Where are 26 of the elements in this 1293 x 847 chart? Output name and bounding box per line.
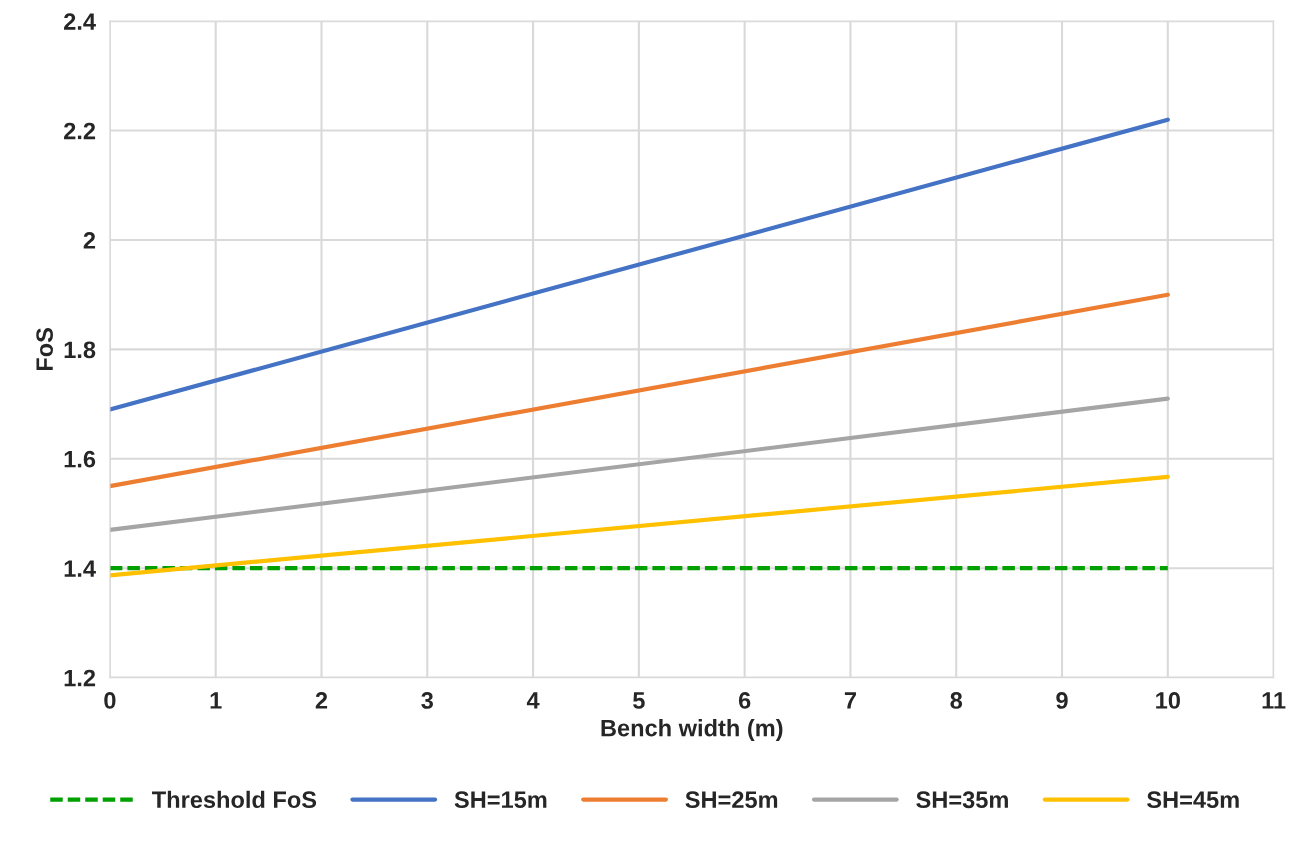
- y-tick-label: 1.4: [64, 560, 96, 577]
- x-tick-label: 10: [1156, 692, 1180, 709]
- x-tick-label: 2: [315, 692, 328, 709]
- y-tick-label: 2: [83, 232, 96, 249]
- x-tick-label: 1: [210, 692, 222, 709]
- y-tick-label: 1.2: [64, 669, 96, 687]
- legend-label: SH=45m: [1147, 791, 1239, 809]
- x-tick-label: 0: [104, 692, 116, 709]
- x-axis-title: Bench width (m): [601, 719, 783, 742]
- y-tick-label: 2.2: [64, 122, 96, 140]
- legend-label: SH=35m: [916, 791, 1008, 809]
- y-tick-label: 1.8: [64, 341, 96, 359]
- y-tick-label: 2.4: [64, 13, 96, 30]
- x-tick-label: 11: [1262, 692, 1286, 709]
- legend-label: SH=15m: [454, 791, 547, 809]
- x-tick-label: 9: [1056, 692, 1068, 709]
- x-tick-label: 6: [738, 692, 751, 709]
- x-tick-label: 3: [421, 692, 433, 709]
- x-tick-label: 4: [526, 692, 540, 709]
- x-tick-label: 8: [950, 692, 963, 709]
- x-tick-label: 5: [633, 692, 645, 709]
- legend-label: SH=25m: [685, 791, 778, 809]
- y-tick-label: 1.6: [64, 450, 96, 468]
- x-tick-label: 7: [844, 692, 856, 709]
- y-axis-title: FoS: [36, 328, 53, 371]
- legend-label: Threshold FoS: [152, 790, 317, 809]
